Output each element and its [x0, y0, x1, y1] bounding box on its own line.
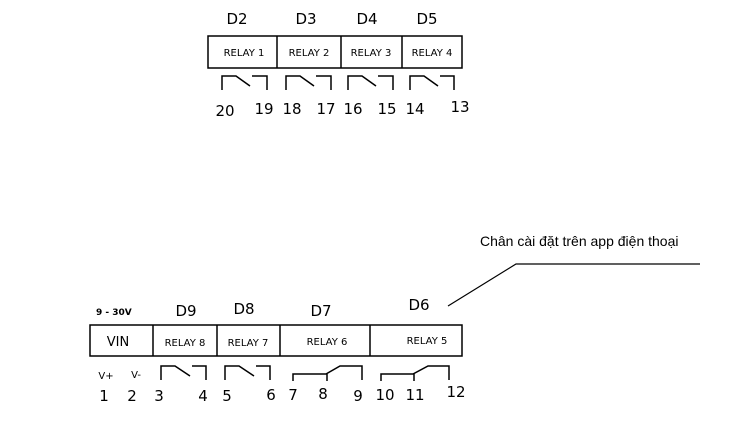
pin-label-d2: D2 — [226, 10, 247, 28]
supply-voltage-label: 9 - 30V — [96, 308, 132, 318]
relay-7-contact-symbol-right — [256, 365, 271, 380]
terminal-2: 2 — [127, 387, 137, 405]
terminal-4: 4 — [198, 387, 208, 405]
terminal-12: 12 — [446, 383, 465, 401]
terminal-19: 19 — [254, 100, 273, 118]
relay-2-contact-symbol-right — [316, 75, 332, 90]
pin-label-d5: D5 — [416, 10, 437, 28]
relay-1-contact-symbol — [221, 75, 251, 90]
terminal-16: 16 — [343, 100, 362, 118]
terminal-5: 5 — [222, 387, 232, 405]
relay-4-contact-symbol — [409, 75, 439, 90]
pin-label-d6: D6 — [408, 296, 429, 314]
relay-7-label: RELAY 7 — [228, 338, 269, 349]
relay-2-label: RELAY 2 — [289, 48, 330, 59]
relay-6-label: RELAY 6 — [307, 337, 348, 348]
pin-label-d9: D9 — [175, 302, 196, 320]
relay-8-contact-symbol-right — [192, 365, 207, 380]
terminal-7: 7 — [288, 386, 298, 404]
terminal-1: 1 — [99, 387, 109, 405]
relay-7-contact-symbol — [224, 365, 255, 380]
annotation-callout: Chân cài đặt trên app điện thoại — [447, 233, 700, 307]
terminal-3: 3 — [154, 387, 164, 405]
power-label-vminus: V- — [131, 370, 141, 381]
vin-label: VIN — [107, 335, 129, 350]
relay-2-contact-symbol — [285, 75, 315, 90]
power-label-vplus: V+ — [98, 371, 113, 382]
annotation-leader-line — [447, 263, 700, 307]
pin-label-d3: D3 — [295, 10, 316, 28]
terminal-18: 18 — [282, 100, 301, 118]
relay-8-contact-symbol — [160, 365, 191, 380]
bottom-relay-block — [89, 324, 463, 357]
terminal-14: 14 — [405, 100, 424, 118]
pin-label-d4: D4 — [356, 10, 377, 28]
pin-label-d7: D7 — [310, 302, 331, 320]
relay-4-contact-symbol-right — [440, 75, 455, 90]
relay-1-contact-symbol-right — [252, 75, 268, 90]
relay-5-label: RELAY 5 — [407, 336, 448, 347]
terminal-8: 8 — [318, 385, 328, 403]
relay-6-contact-symbol — [292, 365, 363, 381]
relay-4-label: RELAY 4 — [412, 48, 453, 59]
terminal-9: 9 — [353, 387, 363, 405]
relay-5-contact-symbol — [380, 365, 450, 381]
relay-3-label: RELAY 3 — [351, 48, 392, 59]
annotation-text: Chân cài đặt trên app điện thoại — [480, 233, 678, 249]
terminal-15: 15 — [377, 100, 396, 118]
terminal-10: 10 — [375, 386, 394, 404]
relay-1-label: RELAY 1 — [224, 48, 265, 59]
pin-label-d8: D8 — [233, 300, 254, 318]
relay-3-contact-symbol — [347, 75, 377, 90]
terminal-11: 11 — [405, 386, 424, 404]
terminal-6: 6 — [266, 386, 276, 404]
relay-8-label: RELAY 8 — [165, 338, 206, 349]
bottom-relay-module: 9 - 30V D9 D8 D7 D6 VIN RELAY 8 RELAY 7 … — [89, 296, 466, 405]
top-relay-block — [207, 35, 463, 69]
top-relay-module: D2 D3 D4 D5 RELAY 1 RELAY 2 RELAY 3 RELA… — [207, 10, 470, 120]
relay-3-contact-symbol-right — [378, 75, 394, 90]
terminal-17: 17 — [316, 100, 335, 118]
terminal-13: 13 — [450, 98, 469, 116]
terminal-20: 20 — [215, 102, 234, 120]
